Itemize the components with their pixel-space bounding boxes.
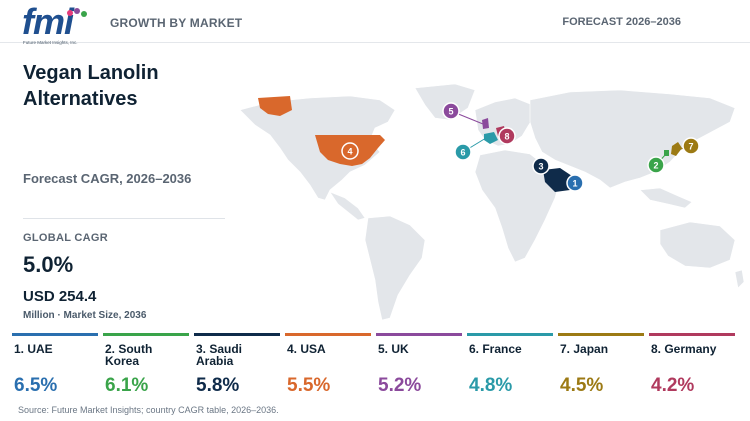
svg-text:1: 1 [572,179,577,189]
highlight-saudi-arabia [543,168,572,192]
land-australia [659,221,736,269]
country-name-label: 7. Japan [560,342,609,356]
country-cagr-value: 5.8% [196,375,240,396]
land-base [239,83,745,321]
land-new-zealand [734,269,745,289]
country-card-uae[interactable]: 1. UAE 6.5% [12,333,98,403]
world-map-svg: 4 5 8 6 3 1 2 7 [239,83,745,321]
logo-dot-green [81,11,87,17]
global-cagr-value: 5.0% [23,252,74,277]
svg-text:5: 5 [448,107,453,117]
land-central-america [329,191,366,221]
logo-wordmark: fmi [22,1,74,42]
country-card-accent-bar [649,333,735,336]
marker-japan[interactable]: 7 [682,137,700,155]
country-cagr-value: 6.5% [14,375,58,396]
country-card-accent-bar [376,333,462,336]
logo-dot-pink [67,10,73,16]
marker-south-korea[interactable]: 2 [647,156,665,174]
country-name-label: 3. Saudi Arabia [196,342,243,368]
land-se-asia [639,187,693,209]
source-note: Source: Future Market Insights; country … [18,405,279,415]
divider [23,218,225,219]
country-cagr-value: 6.1% [105,375,149,396]
marker-germany[interactable]: 8 [498,127,516,145]
svg-text:6: 6 [460,148,465,158]
marker-usa[interactable]: 4 [341,142,359,160]
market-size-value: USD 254.4 [23,288,97,305]
highlight-france [484,132,498,144]
country-name-label: 2. South Korea [105,342,153,368]
land-south-america [364,215,426,321]
country-cagr-value: 5.5% [287,375,331,396]
marker-uk[interactable]: 5 [442,102,460,120]
marker-france[interactable]: 6 [454,143,472,161]
country-card-south-korea[interactable]: 2. South Korea 6.1% [103,333,189,403]
svg-text:7: 7 [688,142,693,152]
country-card-uk[interactable]: 5. UK 5.2% [376,333,462,403]
world-map: 4 5 8 6 3 1 2 7 [230,80,750,330]
logo-tagline: Future Market Insights, Inc. [23,40,78,45]
logo-dot-purple [74,8,80,14]
forecast-label: FORECAST 2026–2036 [562,16,681,28]
country-cagr-value: 5.2% [378,375,422,396]
country-card-japan[interactable]: 7. Japan 4.5% [558,333,644,403]
svg-text:2: 2 [653,161,658,171]
page-title: Vegan Lanolin Alternatives [23,62,159,110]
highlight-japan [671,142,682,156]
global-cagr-label: GLOBAL CAGR [23,232,108,244]
country-card-usa[interactable]: 4. USA 5.5% [285,333,371,403]
country-card-accent-bar [558,333,644,336]
section-label: GROWTH BY MARKET [110,16,243,30]
country-cagr-strip: 1. UAE 6.5% 2. South Korea 6.1% 3. Saudi Ara… [12,333,742,403]
page-subtitle: Forecast CAGR, 2026–2036 [23,171,192,186]
svg-text:8: 8 [504,132,509,142]
country-card-germany[interactable]: 8. Germany 4.2% [649,333,735,403]
land-north-america [239,95,396,201]
country-name-label: 5. UK [378,342,409,356]
header-bar: fmi Future Market Insights, Inc. GROWTH … [0,0,750,45]
country-name-label: 1. UAE [14,342,53,356]
country-cagr-value: 4.5% [560,375,604,396]
market-size-label: Million · Market Size, 2036 [23,310,147,321]
country-cagr-value: 4.8% [469,375,513,396]
country-name-label: 8. Germany [651,342,717,356]
country-card-accent-bar [467,333,553,336]
country-card-accent-bar [194,333,280,336]
country-name-label: 4. USA [287,342,326,356]
country-name-label: 6. France [469,342,522,356]
country-cagr-value: 4.2% [651,375,695,396]
fmi-logo[interactable]: fmi Future Market Insights, Inc. [22,1,94,47]
svg-text:4: 4 [347,147,352,157]
country-card-accent-bar [103,333,189,336]
country-card-france[interactable]: 6. France 4.8% [467,333,553,403]
marker-uae[interactable]: 1 [566,174,584,192]
marker-saudi-arabia[interactable]: 3 [532,157,550,175]
country-card-saudi-arabia[interactable]: 3. Saudi Arabia 5.8% [194,333,280,403]
highlight-alaska [258,96,292,116]
country-card-accent-bar [12,333,98,336]
svg-text:3: 3 [538,162,543,172]
country-card-accent-bar [285,333,371,336]
highlight-uk [482,118,489,129]
